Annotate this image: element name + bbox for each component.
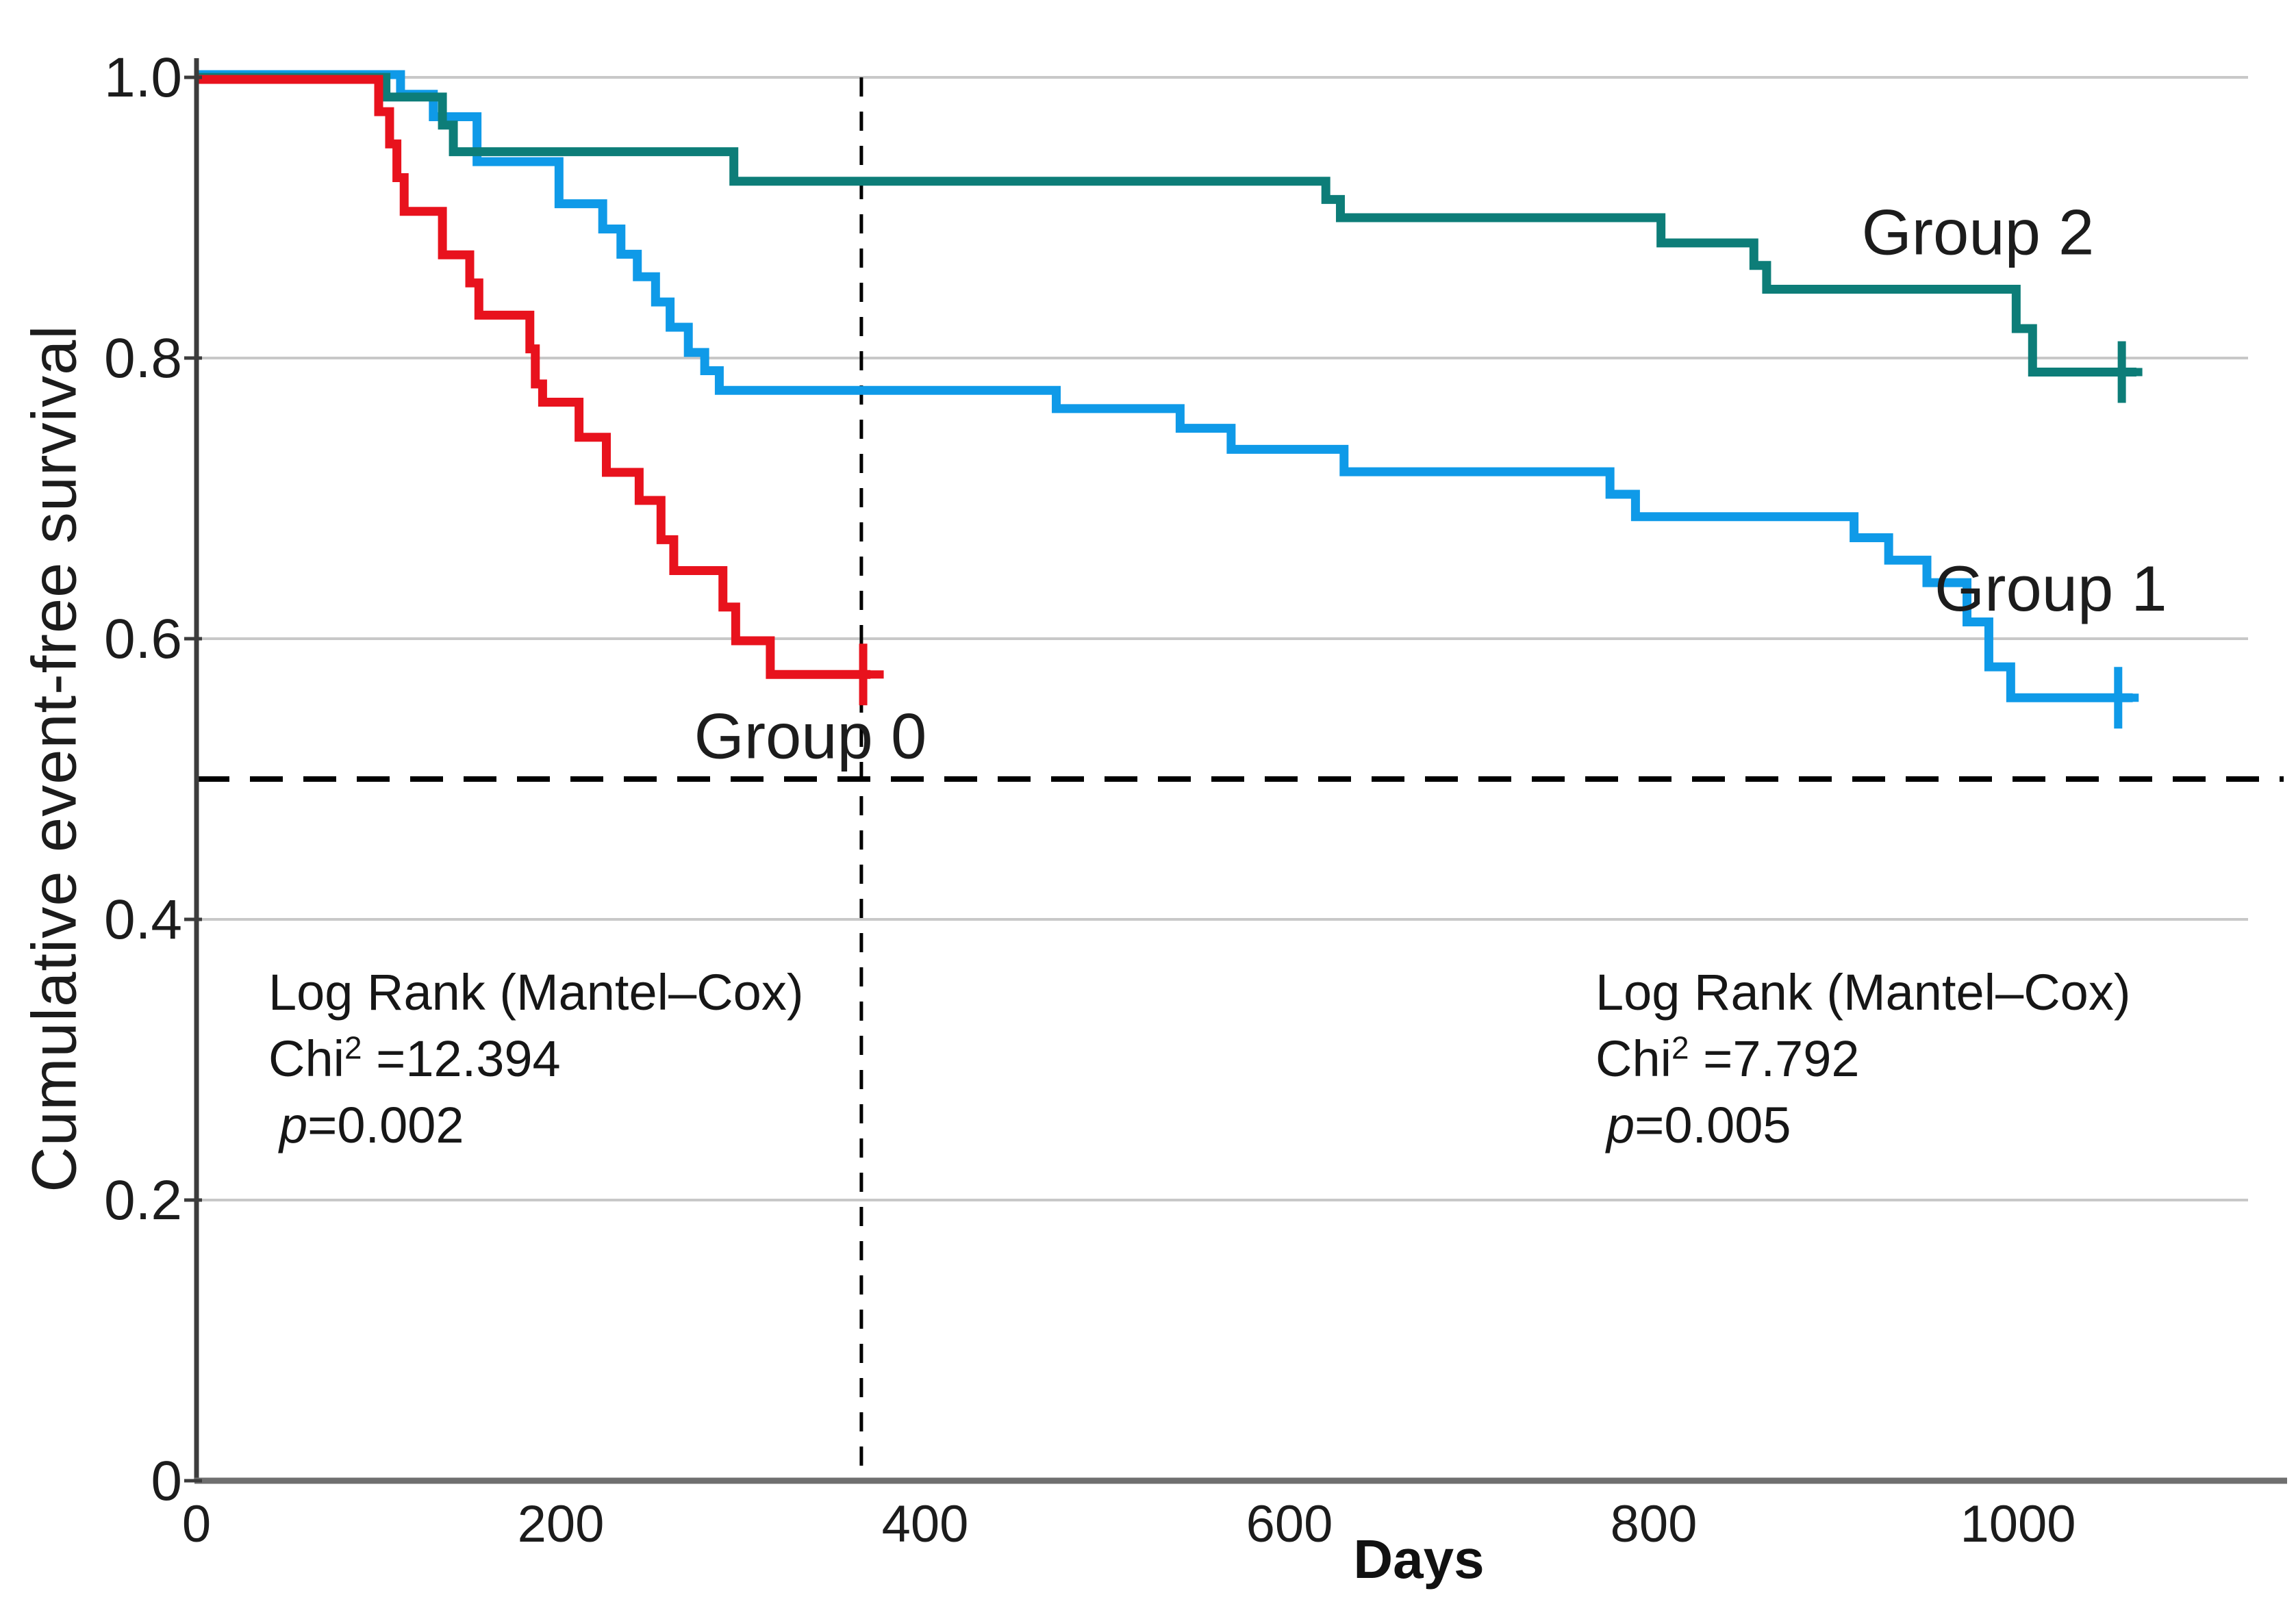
- x-tick-label-1000: 1000: [1960, 1495, 2076, 1553]
- series-label-group-1: Group 1: [1934, 552, 2167, 624]
- x-tick-label-600: 600: [1246, 1495, 1333, 1553]
- logrank-left-p-line: p=0.002: [279, 1096, 464, 1153]
- km-curve-group-2: [197, 73, 2136, 377]
- chi-superscript: 2: [344, 1030, 362, 1066]
- x-tick-label-400: 400: [882, 1495, 969, 1553]
- y-tick-label-0.2: 0.2: [104, 1169, 182, 1232]
- km-curve-group-1: [197, 70, 2133, 702]
- logrank-right-line1: Log Rank (Mantel–Cox): [1595, 964, 2131, 1021]
- y-tick-label-0: 0: [151, 1450, 182, 1512]
- chi-superscript: 2: [1671, 1030, 1689, 1066]
- x-axis-title: Days: [1353, 1529, 1485, 1590]
- y-tick-label-0.8: 0.8: [104, 327, 182, 390]
- x-tick-label-0: 0: [182, 1495, 211, 1553]
- logrank-right-p-line: p=0.005: [1606, 1096, 1791, 1153]
- logrank-annotation-left: Log Rank (Mantel–Cox) Chi2 =12.394 p=0.0…: [268, 960, 803, 1159]
- logrank-left-line1: Log Rank (Mantel–Cox): [268, 964, 804, 1021]
- logrank-left-chi-line: Chi2 =12.394: [268, 1030, 561, 1087]
- x-tick-label-800: 800: [1611, 1495, 1698, 1553]
- x-tick-label-200: 200: [518, 1495, 605, 1553]
- y-tick-label-0.6: 0.6: [104, 608, 182, 670]
- series-label-group-2: Group 2: [1862, 196, 2095, 268]
- km-curve-group-0: [197, 75, 871, 679]
- y-axis-title: Cumulative event-free survival: [19, 324, 90, 1193]
- logrank-right-chi-line: Chi2 =7.792: [1595, 1030, 1860, 1087]
- series-label-group-0: Group 0: [694, 700, 927, 772]
- y-tick-label-0.4: 0.4: [104, 889, 182, 951]
- logrank-annotation-right: Log Rank (Mantel–Cox) Chi2 =7.792 p=0.00…: [1595, 960, 2130, 1159]
- y-tick-label-1.0: 1.0: [104, 47, 182, 109]
